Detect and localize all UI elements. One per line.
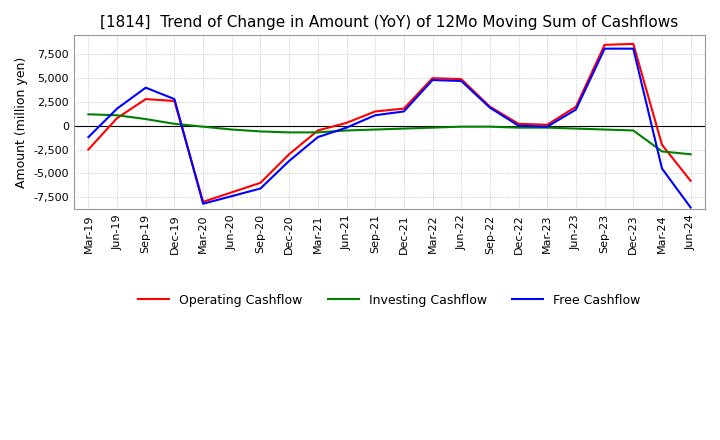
Investing Cashflow <box>371 127 379 132</box>
Free Cashflow <box>629 46 638 51</box>
Free Cashflow <box>285 158 294 164</box>
Operating Cashflow <box>313 128 322 133</box>
Operating Cashflow <box>170 99 179 104</box>
Legend: Operating Cashflow, Investing Cashflow, Free Cashflow: Operating Cashflow, Investing Cashflow, … <box>133 289 646 312</box>
Free Cashflow <box>371 113 379 118</box>
Operating Cashflow <box>285 152 294 157</box>
Free Cashflow <box>256 186 265 191</box>
Investing Cashflow <box>657 149 666 154</box>
Operating Cashflow <box>600 42 609 48</box>
Operating Cashflow <box>84 147 93 152</box>
Free Cashflow <box>313 135 322 140</box>
Free Cashflow <box>600 46 609 51</box>
Investing Cashflow <box>428 125 437 130</box>
Free Cashflow <box>84 135 93 140</box>
Operating Cashflow <box>400 106 408 111</box>
Investing Cashflow <box>113 113 122 118</box>
Title: [1814]  Trend of Change in Amount (YoY) of 12Mo Moving Sum of Cashflows: [1814] Trend of Change in Amount (YoY) o… <box>100 15 679 30</box>
Investing Cashflow <box>686 152 695 157</box>
Line: Operating Cashflow: Operating Cashflow <box>89 44 690 202</box>
Investing Cashflow <box>600 127 609 132</box>
Operating Cashflow <box>686 178 695 183</box>
Operating Cashflow <box>228 190 236 195</box>
Operating Cashflow <box>543 122 552 128</box>
Free Cashflow <box>686 205 695 210</box>
Investing Cashflow <box>457 124 466 129</box>
Operating Cashflow <box>629 41 638 47</box>
Investing Cashflow <box>285 130 294 135</box>
Investing Cashflow <box>514 125 523 130</box>
Free Cashflow <box>342 125 351 130</box>
Free Cashflow <box>113 106 122 111</box>
Investing Cashflow <box>342 128 351 133</box>
Operating Cashflow <box>514 121 523 126</box>
Free Cashflow <box>170 96 179 102</box>
Investing Cashflow <box>228 127 236 132</box>
Free Cashflow <box>457 78 466 84</box>
Operating Cashflow <box>428 76 437 81</box>
Operating Cashflow <box>457 77 466 82</box>
Operating Cashflow <box>199 199 207 205</box>
Line: Free Cashflow: Free Cashflow <box>89 49 690 208</box>
Investing Cashflow <box>141 117 150 122</box>
Free Cashflow <box>428 77 437 83</box>
Free Cashflow <box>514 123 523 128</box>
Investing Cashflow <box>629 128 638 133</box>
Operating Cashflow <box>342 120 351 125</box>
Investing Cashflow <box>199 124 207 129</box>
Operating Cashflow <box>657 142 666 147</box>
Free Cashflow <box>485 105 494 110</box>
Investing Cashflow <box>313 130 322 135</box>
Operating Cashflow <box>141 96 150 102</box>
Operating Cashflow <box>113 115 122 121</box>
Investing Cashflow <box>84 112 93 117</box>
Y-axis label: Amount (million yen): Amount (million yen) <box>15 57 28 188</box>
Investing Cashflow <box>572 126 580 131</box>
Operating Cashflow <box>371 109 379 114</box>
Free Cashflow <box>657 166 666 171</box>
Free Cashflow <box>400 109 408 114</box>
Operating Cashflow <box>485 104 494 109</box>
Investing Cashflow <box>170 121 179 126</box>
Investing Cashflow <box>543 125 552 130</box>
Investing Cashflow <box>400 126 408 131</box>
Operating Cashflow <box>256 180 265 185</box>
Investing Cashflow <box>485 124 494 129</box>
Operating Cashflow <box>572 104 580 109</box>
Free Cashflow <box>543 124 552 129</box>
Investing Cashflow <box>256 129 265 134</box>
Free Cashflow <box>228 194 236 199</box>
Free Cashflow <box>572 107 580 112</box>
Free Cashflow <box>199 201 207 206</box>
Line: Investing Cashflow: Investing Cashflow <box>89 114 690 154</box>
Free Cashflow <box>141 85 150 90</box>
